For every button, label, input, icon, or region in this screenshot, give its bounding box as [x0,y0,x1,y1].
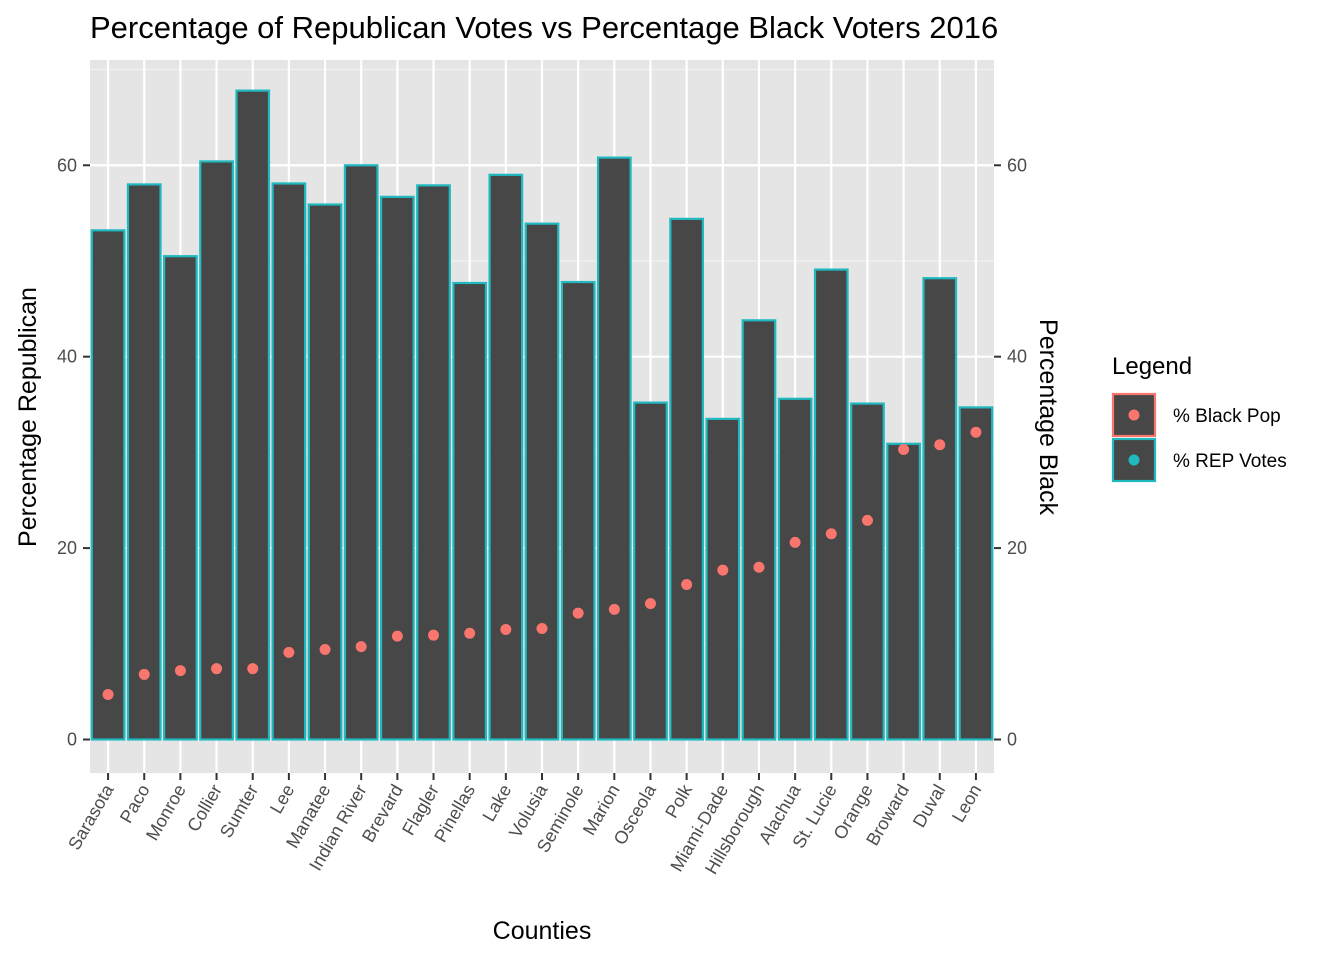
bar-st-lucie [813,268,849,741]
point-sumter [247,663,259,675]
legend-item-1: % REP Votes [1111,437,1287,483]
bar-pinellas [452,281,488,741]
point-hillsborough [753,561,765,573]
legend-key-point-1 [1128,454,1140,466]
bar-hillsborough [741,319,777,741]
x-tick-label-24: Leon [948,781,985,826]
bar-flagler [416,184,451,741]
bar-alachua [777,397,813,741]
legend: Legend % Black Pop % REP Votes [1111,353,1287,483]
point-osceola [644,598,656,610]
point-indian-river [355,641,367,653]
chart-title: Percentage of Republican Votes vs Percen… [90,10,998,45]
bar-leon [958,406,994,741]
bar-indian-river [343,164,379,741]
point-collier [211,663,223,675]
x-tick-label-0: Sarasota [64,780,118,853]
x-tick-label-23: Duval [909,781,949,831]
point-polk [681,578,693,590]
bar-lee [271,182,307,741]
point-alachua [789,536,801,548]
point-brevard [391,630,403,642]
point-broward [898,444,910,456]
bar-manatee [307,203,343,741]
bar-brevard [379,195,415,741]
x-tick-label-11: Lake [478,781,515,825]
bar-marion [596,156,632,741]
bar-sumter [235,89,271,741]
bar-paco [126,183,162,741]
bar-broward [886,442,921,741]
point-pinellas [464,627,476,639]
bar-osceola [633,401,668,741]
y-right-tick-label-1: 20 [1007,538,1027,558]
point-miami-dade [717,564,729,576]
y-left-tick-label-3: 60 [57,155,77,175]
legend-item-0: % Black Pop [1111,392,1281,438]
y-left-tick-label-0: 0 [67,730,77,750]
y-left-tick-label-2: 40 [57,347,77,367]
x-tick-label-16: Polk [661,780,696,821]
legend-title: Legend [1112,353,1192,380]
bar-duval [922,277,958,741]
point-paco [138,668,150,680]
bar-miami-dade [705,417,741,741]
y-right-tick-label-0: 0 [1007,730,1017,750]
bar-lake [488,173,524,741]
x-axis-title: Counties [493,917,592,945]
bar-monroe [163,255,198,741]
point-sarasota [102,689,114,701]
y-axis-right: 0 20 40 60 [994,155,1027,750]
point-lake [500,623,512,635]
point-flagler [428,629,440,641]
point-orange [861,514,873,526]
point-st-lucie [825,528,837,540]
y-left-tick-label-1: 20 [57,538,77,558]
bar-collier [199,160,234,741]
bars-rep-votes [90,89,994,741]
y-axis-left: 0 20 40 60 [57,155,90,750]
point-manatee [319,644,331,656]
bar-orange [850,402,885,741]
bar-polk [669,217,705,741]
legend-label-1: % REP Votes [1173,451,1287,472]
y-right-tick-label-3: 60 [1007,155,1027,175]
point-lee [283,646,295,658]
point-monroe [174,665,186,677]
x-tick-label-5: Lee [266,781,298,817]
points-black-pop [102,426,982,701]
legend-key-point-0 [1128,409,1140,421]
point-seminole [572,607,584,619]
point-volusia [536,622,548,634]
point-duval [934,439,946,451]
bar-seminole [560,280,596,741]
bar-volusia [524,222,560,741]
y-right-tick-label-2: 40 [1007,347,1027,367]
point-marion [608,603,620,615]
legend-label-0: % Black Pop [1173,406,1281,427]
y-axis-right-title: Percentage Black [1034,319,1062,515]
x-tick-label-1: Paco [116,781,154,827]
point-leon [970,426,982,438]
y-axis-left-title: Percentage Republican [14,287,42,547]
bar-sarasota [90,229,126,741]
